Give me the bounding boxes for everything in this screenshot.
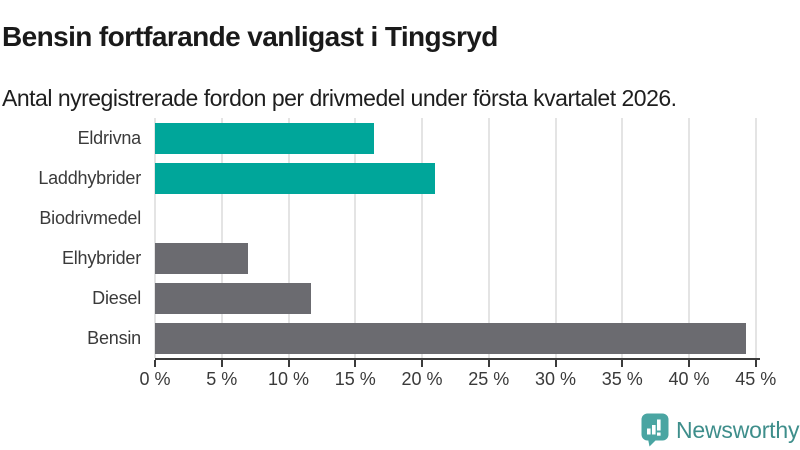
gridline-35 <box>621 118 624 358</box>
newsworthy-icon <box>641 413 669 447</box>
gridline-40 <box>688 118 690 358</box>
x-tick-label-20: 20 % <box>401 369 443 389</box>
x-tick-label-35: 35 % <box>601 369 643 389</box>
category-label-bensin: Bensin <box>87 327 141 348</box>
bar-eldrivna <box>155 122 374 154</box>
bar-laddhybrider <box>155 162 436 194</box>
category-label-laddhybrider: Laddhybrider <box>38 167 141 188</box>
category-label-diesel: Diesel <box>92 287 141 308</box>
category-axis: Eldrivna Laddhybrider Biodrivmedel Elhybrid… <box>0 118 141 358</box>
gridline-20 <box>421 118 423 358</box>
bar-diesel <box>155 282 312 314</box>
x-tick-label-10: 10 % <box>267 369 310 389</box>
x-tick-label-15: 15 % <box>334 369 376 389</box>
category-label-biodrivmedel: Biodrivmedel <box>39 207 141 228</box>
x-tick-30 <box>554 360 557 367</box>
bar-bensin <box>155 322 747 354</box>
gridline-5 <box>220 118 223 358</box>
x-axis: 0 % 5 % 10 % 15 % 20 % 25 % 30 % 35 % 40 % 45 % <box>139 358 795 394</box>
x-tick-45 <box>754 360 757 367</box>
gridline-10 <box>287 118 290 358</box>
x-tick-5 <box>220 360 223 367</box>
bar-elhybrider <box>155 242 249 274</box>
chart-title: Bensin fortfarande vanligast i Tingsryd <box>2 20 498 52</box>
gridline-0 <box>154 118 156 358</box>
x-tick-label-0: 0 % <box>139 369 171 389</box>
gridline-25 <box>487 118 490 358</box>
x-tick-label-45: 45 % <box>735 369 777 389</box>
category-label-eldrivna: Eldrivna <box>77 127 142 148</box>
x-tick-25 <box>487 360 490 367</box>
x-tick-40 <box>688 360 690 367</box>
x-tick-35 <box>621 360 624 367</box>
gridline-30 <box>554 118 557 358</box>
x-tick-label-25: 25 % <box>468 369 510 389</box>
gridline-15 <box>354 118 357 358</box>
newsworthy-wordmark: Newsworthy <box>676 416 800 443</box>
x-tick-label-30: 30 % <box>534 369 577 389</box>
x-tick-10 <box>287 360 290 367</box>
chart-subtitle: Antal nyregistrerade fordon per drivmede… <box>2 85 677 111</box>
x-tick-0 <box>154 360 156 367</box>
newsworthy-logo: Newsworthy <box>641 413 799 447</box>
gridline-45 <box>754 118 757 358</box>
plot-area <box>154 118 761 358</box>
x-tick-15 <box>354 360 357 367</box>
category-label-elhybrider: Elhybrider <box>61 247 141 268</box>
x-tick-20 <box>421 360 423 367</box>
x-axis-line <box>155 358 760 360</box>
x-tick-label-40: 40 % <box>668 369 710 389</box>
x-tick-label-5: 5 % <box>206 369 238 389</box>
